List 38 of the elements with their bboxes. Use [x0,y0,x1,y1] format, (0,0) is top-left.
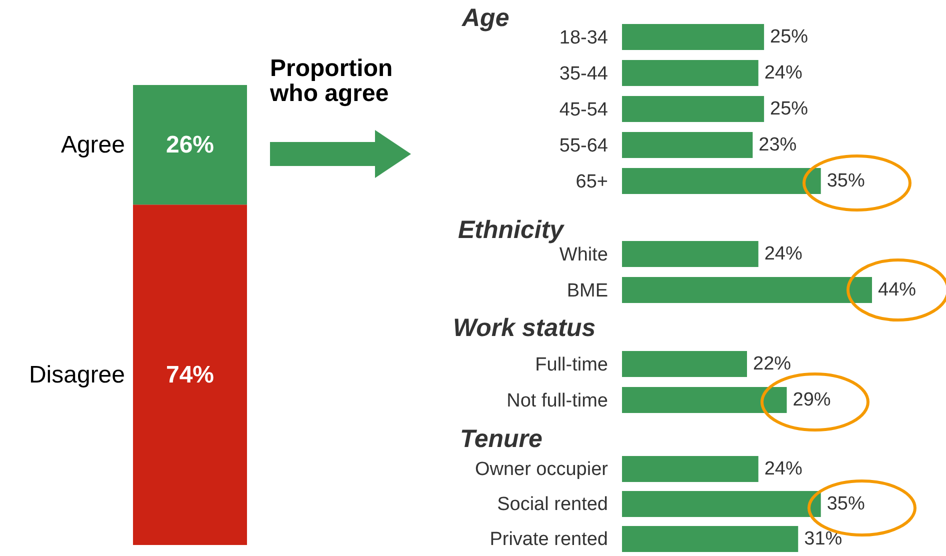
data-label: 35% [826,170,865,192]
text: Proportion who agree [270,55,394,107]
y-tick-label: Private rented [490,529,608,550]
data-label: 22% [753,354,792,374]
chart-title: Work status [453,314,596,343]
data-label: 31% [804,528,842,550]
chart-title: Ethnicity [458,216,564,245]
y-tick-label: 18-34 [559,28,608,49]
series-label: Disagree [28,361,125,388]
y-tick-label: Full-time [535,354,608,376]
data-label: 23% [758,134,797,156]
y-tick-label: 45-54 [559,100,608,121]
data-label: 44% [878,280,916,300]
bar [622,96,764,122]
data-label: 26% [166,131,214,158]
data-label: 35% [826,494,865,514]
data-label: 24% [764,62,802,84]
y-tick-label: Owner occupier [474,459,609,480]
bar [622,132,753,158]
data-label: 29% [792,390,831,410]
bar [622,24,764,50]
series-label: Agree [60,131,125,158]
chart-title: Age [462,4,510,33]
y-tick-label: BME [566,280,608,302]
y-tick-label: White [559,244,608,266]
data-label: 24% [764,458,802,480]
y-tick-label: 35-44 [559,64,608,85]
chart-title: Tenure [460,425,542,454]
data-label: 25% [770,26,808,48]
y-tick-label: Not full-time [506,390,608,412]
data-label: 24% [764,244,802,264]
y-tick-label: 55-64 [559,136,608,157]
y-tick-label: 65+ [576,172,608,193]
y-tick-label: Social rented [497,494,608,516]
bar [622,168,821,194]
data-label: 25% [770,98,808,120]
bar [622,60,758,86]
data-label: 74% [166,361,214,388]
